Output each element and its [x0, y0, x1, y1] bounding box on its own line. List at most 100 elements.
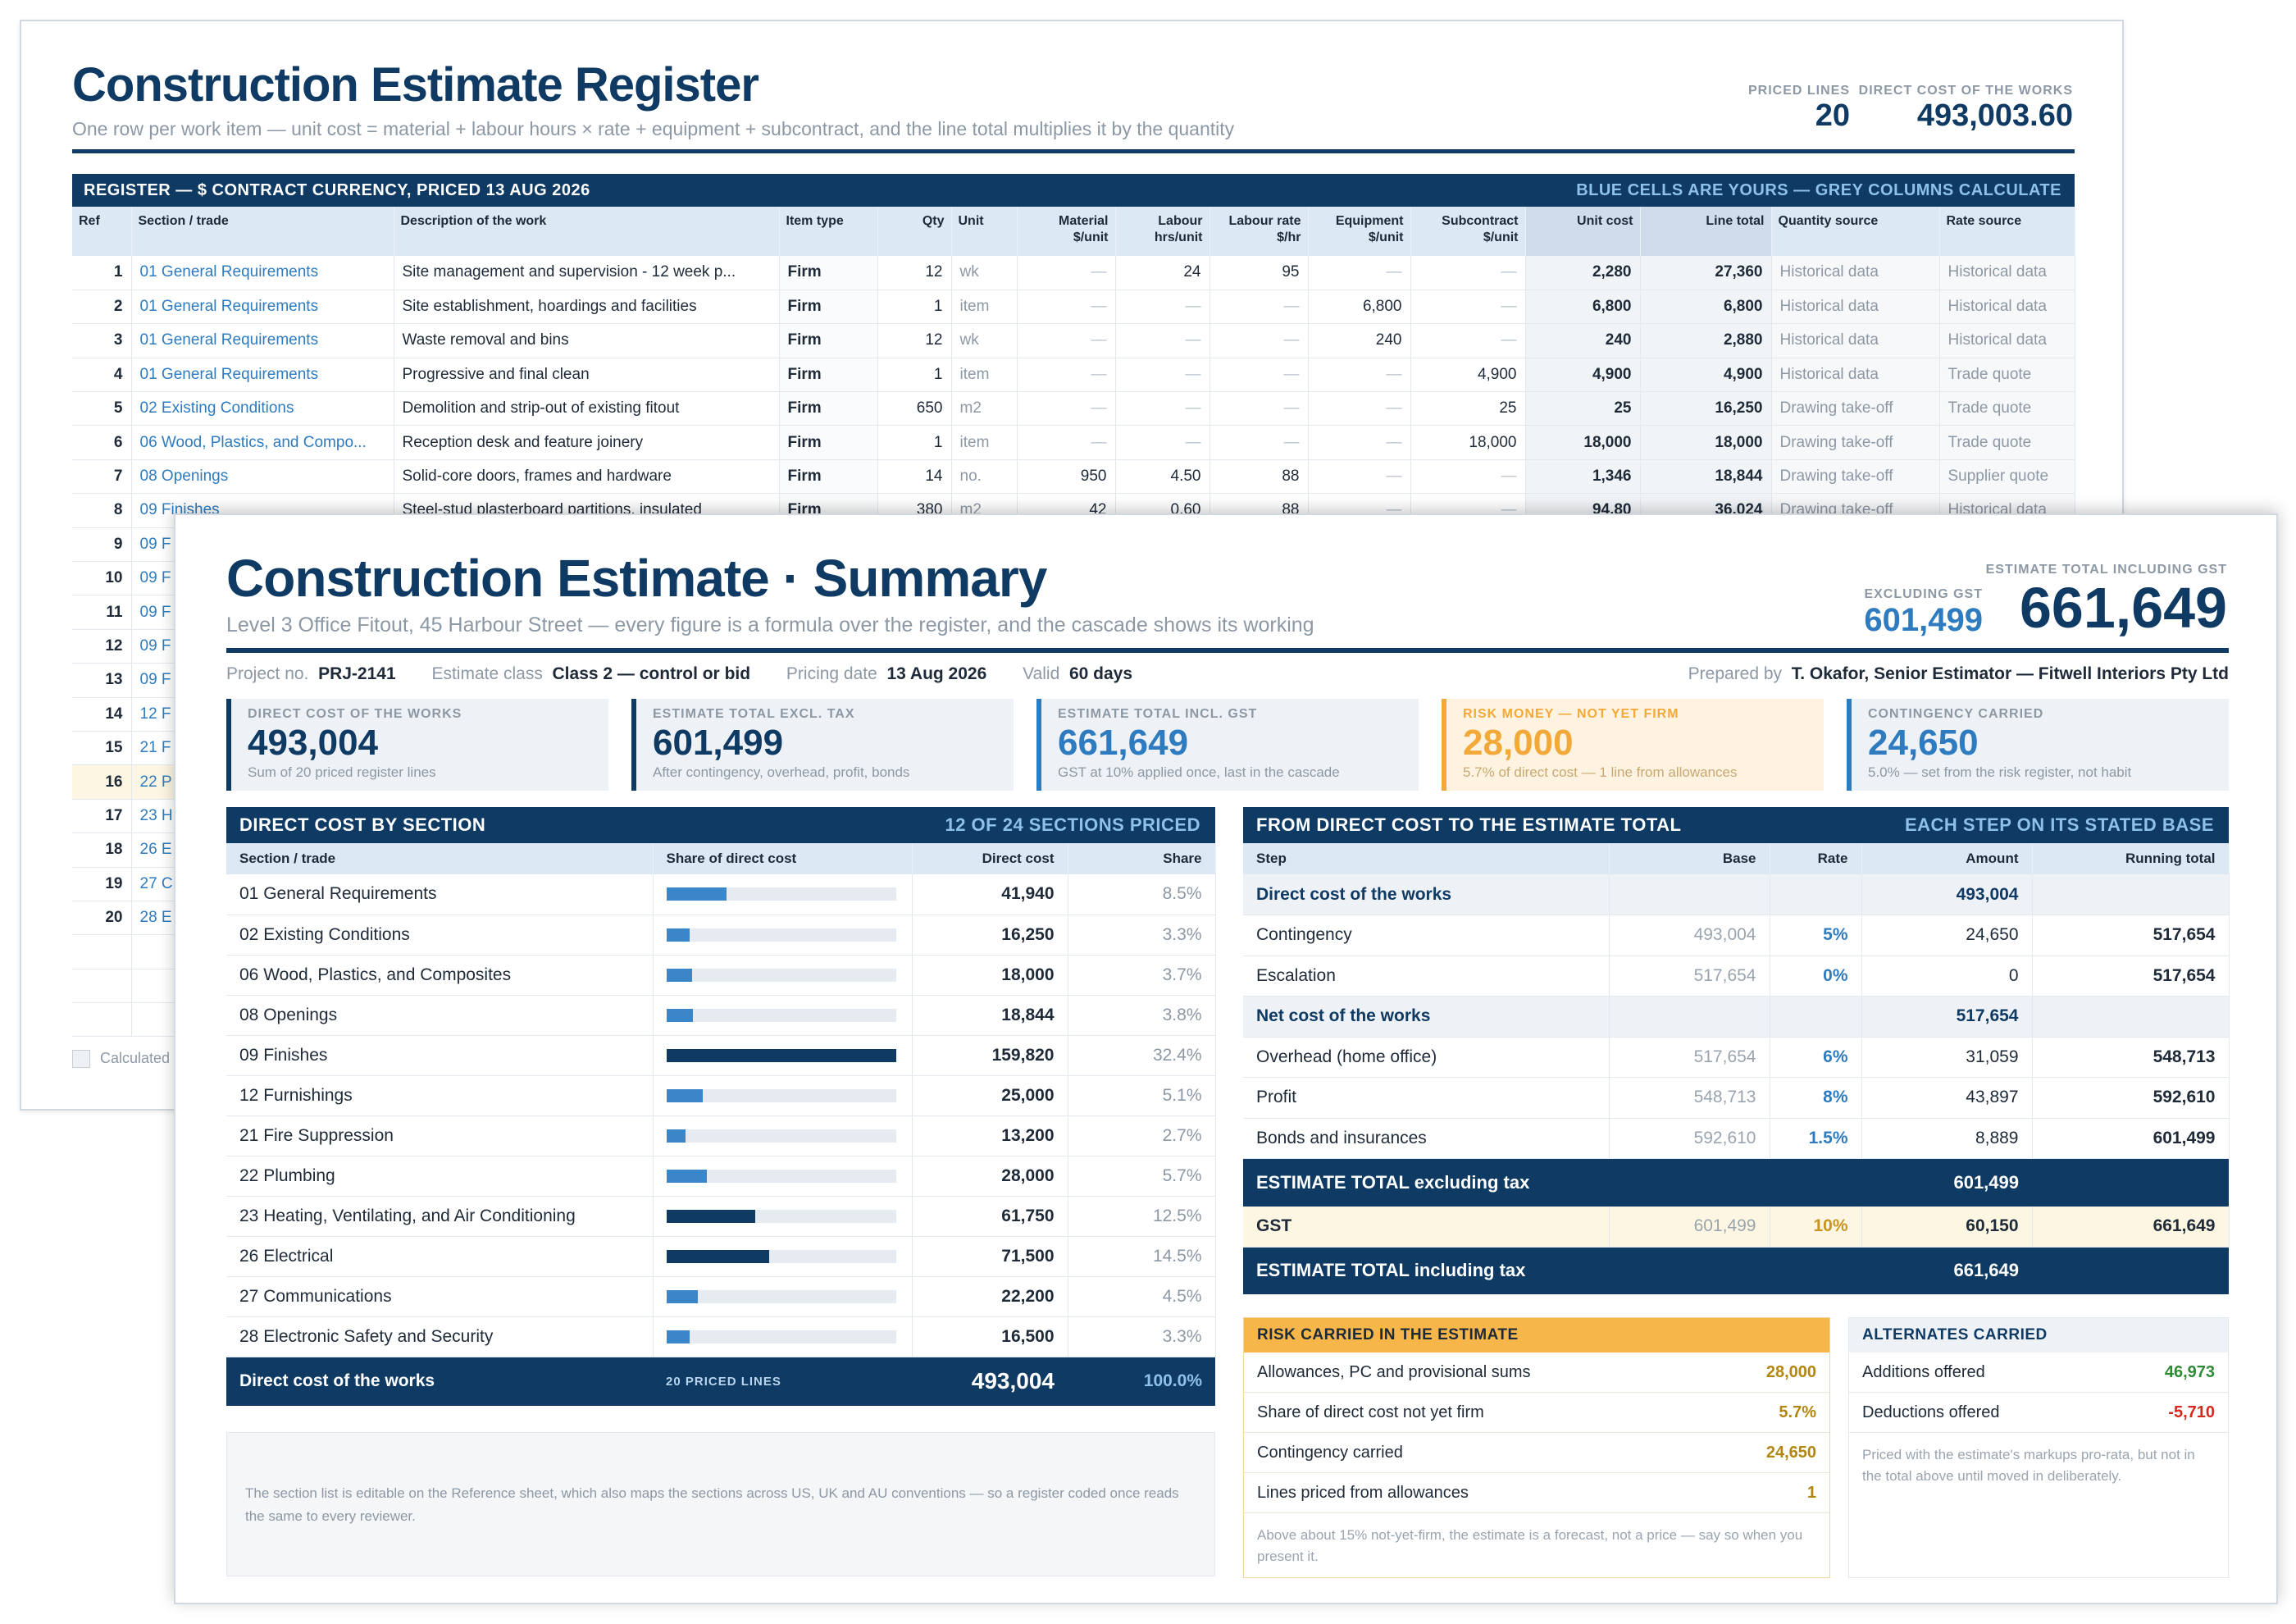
- register-cell[interactable]: —: [1308, 425, 1411, 460]
- register-cell[interactable]: 01 General Requirements: [131, 323, 394, 358]
- register-cell[interactable]: —: [1308, 256, 1411, 290]
- register-cell[interactable]: Firm: [779, 358, 878, 393]
- register-cell[interactable]: —: [1017, 290, 1116, 325]
- register-cell[interactable]: m2: [951, 391, 1018, 427]
- register-cell[interactable]: —: [1308, 391, 1411, 427]
- project-no[interactable]: PRJ-2141: [318, 664, 396, 683]
- register-cell[interactable]: Firm: [779, 256, 878, 290]
- register-cell[interactable]: item: [951, 290, 1018, 325]
- register-row[interactable]: 3 01 General Requirements Waste removal an…: [72, 323, 2075, 358]
- register-cell[interactable]: 02 Existing Conditions: [131, 391, 394, 427]
- cascade-rate[interactable]: 10%: [1770, 1206, 1862, 1248]
- register-cell[interactable]: —: [1210, 425, 1309, 460]
- register-row[interactable]: 2 01 General Requirements Site establishme…: [72, 290, 2075, 325]
- register-cell[interactable]: Trade quote: [1939, 391, 2075, 427]
- register-cell[interactable]: —: [1210, 290, 1309, 325]
- register-cell[interactable]: —: [1308, 358, 1411, 393]
- register-cell[interactable]: no.: [951, 459, 1018, 495]
- register-cell[interactable]: —: [1017, 425, 1116, 460]
- register-cell[interactable]: 88: [1210, 459, 1309, 495]
- register-cell[interactable]: 1: [877, 358, 952, 393]
- register-cell[interactable]: Waste removal and bins: [394, 323, 780, 358]
- register-cell[interactable]: Supplier quote: [1939, 459, 2075, 495]
- pricing-date[interactable]: 13 Aug 2026: [886, 664, 987, 683]
- register-cell[interactable]: [72, 1002, 132, 1038]
- register-cell[interactable]: Demolition and strip-out of existing fit…: [394, 391, 780, 427]
- register-cell[interactable]: Historical data: [1939, 323, 2075, 358]
- register-cell[interactable]: Historical data: [1771, 323, 1940, 358]
- register-row[interactable]: 4 01 General Requirements Progressive and …: [72, 358, 2075, 393]
- register-cell[interactable]: 95: [1210, 256, 1309, 290]
- cascade-rate[interactable]: 0%: [1770, 956, 1862, 997]
- register-cell[interactable]: —: [1210, 323, 1309, 358]
- register-cell[interactable]: 12: [877, 323, 952, 358]
- register-cell[interactable]: —: [1115, 358, 1210, 393]
- register-cell[interactable]: —: [1017, 256, 1116, 290]
- register-cell[interactable]: Firm: [779, 391, 878, 427]
- register-cell[interactable]: 01 General Requirements: [131, 256, 394, 290]
- register-cell[interactable]: Historical data: [1771, 256, 1940, 290]
- register-row[interactable]: 5 02 Existing Conditions Demolition and st…: [72, 391, 2075, 427]
- register-cell[interactable]: Solid-core doors, frames and hardware: [394, 459, 780, 495]
- register-cell[interactable]: Historical data: [1939, 290, 2075, 325]
- register-cell[interactable]: Historical data: [1939, 256, 2075, 290]
- register-cell[interactable]: Firm: [779, 459, 878, 495]
- register-cell[interactable]: item: [951, 358, 1018, 393]
- prepared-by[interactable]: T. Okafor, Senior Estimator — Fitwell In…: [1791, 664, 2229, 683]
- register-cell[interactable]: —: [1115, 425, 1210, 460]
- register-cell[interactable]: —: [1017, 358, 1116, 393]
- register-cell[interactable]: Progressive and final clean: [394, 358, 780, 393]
- register-cell[interactable]: —: [1115, 391, 1210, 427]
- register-cell[interactable]: 08 Openings: [131, 459, 394, 495]
- register-row[interactable]: 7 08 Openings Solid-core doors, frames and…: [72, 459, 2075, 495]
- register-cell[interactable]: Firm: [779, 425, 878, 460]
- register-cell[interactable]: 24: [1115, 256, 1210, 290]
- register-cell[interactable]: Firm: [779, 323, 878, 358]
- register-cell[interactable]: —: [1410, 256, 1526, 290]
- register-cell[interactable]: Drawing take-off: [1771, 391, 1940, 427]
- register-cell[interactable]: [72, 934, 132, 969]
- register-cell[interactable]: Historical data: [1771, 290, 1940, 325]
- register-cell[interactable]: —: [1017, 323, 1116, 358]
- register-cell[interactable]: Historical data: [1771, 358, 1940, 393]
- register-cell[interactable]: 18,000: [1410, 425, 1526, 460]
- register-cell[interactable]: wk: [951, 256, 1018, 290]
- register-cell[interactable]: Drawing take-off: [1771, 459, 1940, 495]
- register-cell[interactable]: —: [1210, 358, 1309, 393]
- summary-sheet[interactable]: Construction Estimate · Summary Level 3 …: [174, 513, 2278, 1604]
- register-cell[interactable]: 6,800: [1308, 290, 1411, 325]
- cascade-rate[interactable]: 6%: [1770, 1037, 1862, 1078]
- register-cell[interactable]: Site management and supervision - 12 wee…: [394, 256, 780, 290]
- register-cell[interactable]: —: [1410, 323, 1526, 358]
- register-cell[interactable]: item: [951, 425, 1018, 460]
- register-cell[interactable]: 25: [1410, 391, 1526, 427]
- register-cell[interactable]: 1: [877, 425, 952, 460]
- register-cell[interactable]: 650: [877, 391, 952, 427]
- register-cell[interactable]: 240: [1308, 323, 1411, 358]
- register-cell[interactable]: 4.50: [1115, 459, 1210, 495]
- cascade-rate[interactable]: 1.5%: [1770, 1118, 1862, 1159]
- register-cell[interactable]: Trade quote: [1939, 425, 2075, 460]
- register-cell[interactable]: 06 Wood, Plastics, and Compo...: [131, 425, 394, 460]
- register-cell[interactable]: Drawing take-off: [1771, 425, 1940, 460]
- register-cell[interactable]: 14: [877, 459, 952, 495]
- valid-value[interactable]: 60 days: [1068, 664, 1132, 683]
- register-cell[interactable]: —: [1017, 391, 1116, 427]
- register-cell[interactable]: wk: [951, 323, 1018, 358]
- register-cell[interactable]: 01 General Requirements: [131, 358, 394, 393]
- register-cell[interactable]: —: [1115, 290, 1210, 325]
- register-cell[interactable]: —: [1410, 290, 1526, 325]
- register-row[interactable]: 6 06 Wood, Plastics, and Compo... Receptio…: [72, 425, 2075, 460]
- register-cell[interactable]: 4,900: [1410, 358, 1526, 393]
- register-cell[interactable]: 950: [1017, 459, 1116, 495]
- register-row[interactable]: 1 01 General Requirements Site management …: [72, 256, 2075, 290]
- register-cell[interactable]: Site establishment, hoardings and facili…: [394, 290, 780, 325]
- register-cell[interactable]: 12: [877, 256, 952, 290]
- register-cell[interactable]: —: [1115, 323, 1210, 358]
- register-cell[interactable]: 01 General Requirements: [131, 290, 394, 325]
- register-cell[interactable]: Trade quote: [1939, 358, 2075, 393]
- cascade-rate[interactable]: 8%: [1770, 1077, 1862, 1119]
- register-cell[interactable]: —: [1210, 391, 1309, 427]
- cascade-rate[interactable]: 5%: [1770, 915, 1862, 956]
- estimate-class[interactable]: Class 2 — control or bid: [552, 664, 751, 683]
